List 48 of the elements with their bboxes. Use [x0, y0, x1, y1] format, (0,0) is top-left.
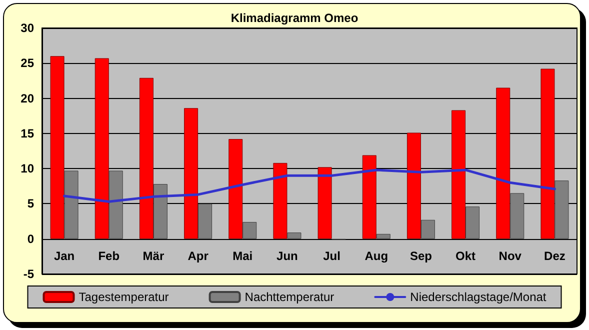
- y-tick-label: 5: [27, 196, 34, 211]
- bar: [318, 167, 332, 239]
- bar: [376, 234, 390, 239]
- x-tick-label: Nov: [498, 249, 522, 263]
- x-tick-label: Okt: [456, 249, 476, 263]
- bar: [242, 222, 257, 239]
- bar: [153, 184, 168, 239]
- bar: [452, 110, 466, 239]
- y-tick-label: 10: [20, 162, 34, 176]
- x-tick-label: Mär: [142, 249, 164, 263]
- bar: [406, 132, 421, 239]
- bar: [50, 56, 64, 239]
- bar: [139, 78, 154, 239]
- x-tick-label: Jun: [276, 249, 298, 263]
- y-tick-label: 15: [20, 126, 34, 140]
- bar: [496, 88, 510, 239]
- x-tick-label: Apr: [188, 249, 209, 263]
- x-tick-label: Mai: [232, 249, 253, 263]
- bar: [64, 170, 78, 239]
- bar: [184, 108, 198, 239]
- legend-label: Niederschlagstage/Monat: [410, 290, 547, 304]
- line-series: [63, 168, 556, 203]
- x-tick-label: Jul: [323, 249, 340, 263]
- x-tick-label: Sep: [410, 249, 432, 263]
- x-tick-label: Jan: [54, 249, 75, 263]
- y-tick-label: 20: [20, 91, 34, 106]
- bar: [228, 139, 243, 239]
- y-tick-label: 25: [20, 56, 34, 70]
- bar: [273, 162, 288, 239]
- x-tick-label: Dez: [544, 249, 566, 263]
- bar: [287, 232, 302, 239]
- bar: [420, 220, 435, 239]
- bar: [510, 193, 524, 239]
- bar: [94, 58, 109, 239]
- y-tick-label: 0: [27, 232, 34, 246]
- bar: [198, 204, 212, 239]
- chart-title: Klimadiagramm Omeo: [230, 11, 358, 25]
- y-tick-label: 30: [20, 21, 34, 35]
- bar: [466, 206, 480, 239]
- legend-label: Tagestemperatur: [78, 290, 169, 304]
- bar: [362, 155, 376, 239]
- x-tick-label: Feb: [98, 249, 120, 263]
- bar: [108, 170, 123, 239]
- bar: [540, 68, 555, 239]
- x-tick-label: Aug: [364, 249, 388, 263]
- bar: [554, 180, 569, 239]
- y-tick-label: -5: [23, 267, 34, 281]
- legend-label: Nachttemperatur: [244, 290, 334, 304]
